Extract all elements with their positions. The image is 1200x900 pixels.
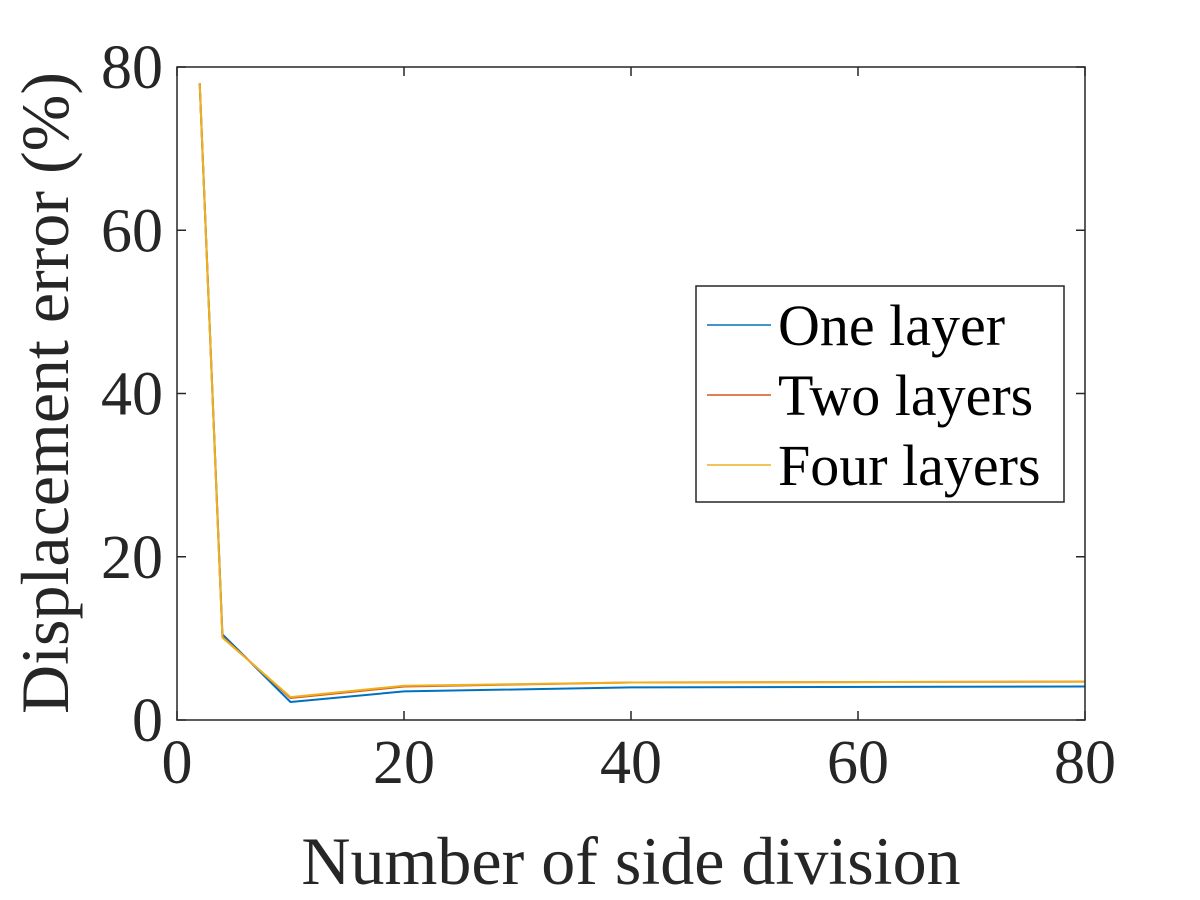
series-layer <box>198 83 1086 703</box>
x-tick-label: 80 <box>1054 729 1116 797</box>
x-axis-title: Number of side division <box>301 823 960 899</box>
legend-label-one-layer: One layer <box>778 293 1005 358</box>
legend-label-two-layers: Two layers <box>778 363 1033 428</box>
y-axis-title: Displacement error (%) <box>7 72 83 714</box>
y-tick-label: 20 <box>101 524 163 592</box>
legend-label-four-layers: Four layers <box>778 433 1041 498</box>
x-tick-label: 60 <box>827 729 889 797</box>
y-tick-label: 60 <box>101 197 163 265</box>
x-tick-label: 0 <box>162 729 193 797</box>
x-tick-label: 20 <box>373 729 435 797</box>
legend: One layer Two layers Four layers <box>695 285 1065 503</box>
tick-layer: 0 20 40 60 80 0 20 40 60 80 <box>101 34 1116 797</box>
legend-box <box>695 285 1065 503</box>
y-tick-label: 40 <box>101 361 163 429</box>
y-tick-label: 80 <box>101 34 163 102</box>
x-tick-label: 40 <box>600 729 662 797</box>
y-tick-label: 0 <box>132 687 163 755</box>
series-line-four-layers <box>198 83 1086 699</box>
plot-frame <box>176 66 1086 721</box>
